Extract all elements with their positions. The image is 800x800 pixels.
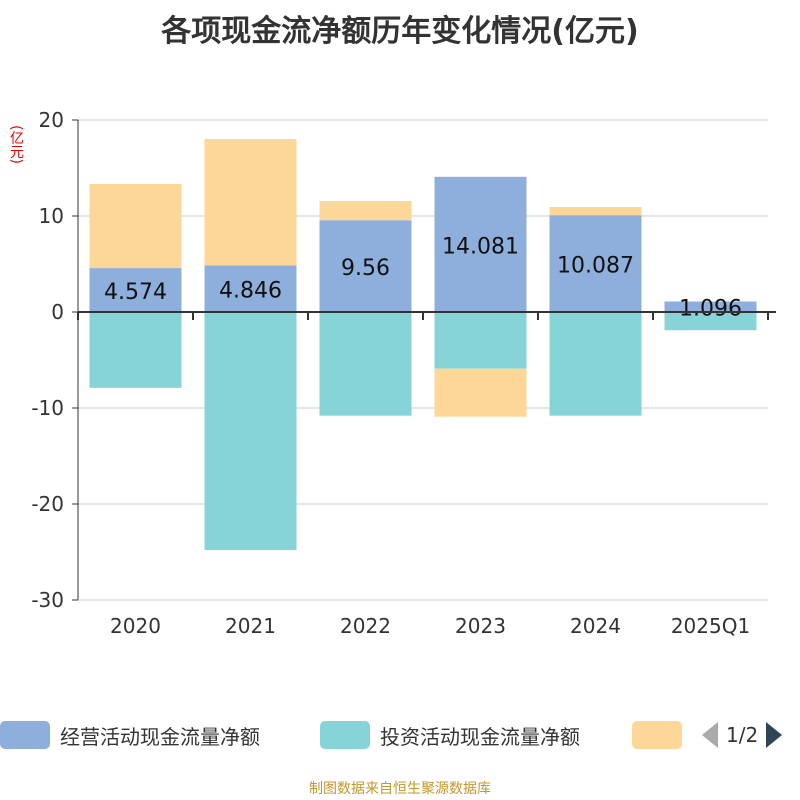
legend-swatch [0,721,50,749]
y-tick-label: 0 [51,300,64,324]
y-axis-unit: (亿元) [8,125,24,164]
data-label: 10.087 [557,254,634,279]
data-label: 4.846 [219,279,282,304]
bar-segment[interactable] [434,312,527,369]
data-label: 9.56 [341,256,390,281]
bar-segment[interactable] [549,215,642,312]
bar-segment[interactable] [319,220,412,312]
legend-swatch [632,721,682,749]
y-tick-label: -30 [31,588,64,612]
legend-pager: 1/2 [700,718,784,752]
y-tick-label: 10 [39,204,64,228]
data-label: 1.096 [679,297,742,322]
legend-item-investing[interactable]: 投资活动现金流量净额 [320,718,580,752]
bar-segment[interactable] [204,312,297,551]
legend-page-indicator: 1/2 [726,723,759,747]
x-tick-label: 2020 [110,614,161,638]
y-tick-label: 20 [39,108,64,132]
bar-segment[interactable] [89,183,182,269]
y-tick-label: -10 [31,396,64,420]
data-label: 14.081 [442,234,519,259]
x-tick-label: 2025Q1 [671,614,750,638]
prev-page-icon[interactable] [700,720,720,750]
bar-segment[interactable] [664,312,757,331]
bar-segment[interactable] [89,268,182,312]
legend-swatch [320,721,370,749]
chart-title: 各项现金流净额历年变化情况(亿元) [161,14,639,49]
x-tick-label: 2022 [340,614,391,638]
legend-item-financing[interactable] [632,718,692,752]
bar-segment[interactable] [89,312,182,388]
bar-segment[interactable] [204,138,297,266]
bar-segment[interactable] [434,176,527,312]
legend-item-operating[interactable]: 经营活动现金流量净额 [0,718,260,752]
next-page-icon[interactable] [764,720,784,750]
bar-segment[interactable] [434,368,527,417]
x-tick-label: 2021 [225,614,276,638]
data-source: 制图数据来自恒生聚源数据库 [309,781,491,797]
x-tick-label: 2024 [570,614,621,638]
x-tick-label: 2023 [455,614,506,638]
legend-label: 经营活动现金流量净额 [60,724,260,749]
bar-segment[interactable] [204,265,297,312]
bar-segment[interactable] [664,301,757,312]
bar-segment[interactable] [319,312,412,416]
y-tick-label: -20 [31,492,64,516]
legend-label: 投资活动现金流量净额 [380,724,580,749]
bar-segment[interactable] [549,207,642,216]
bar-segment[interactable] [319,201,412,221]
data-label: 4.574 [104,280,167,305]
chart-plot: 20 10 0 -10 -20 -30 4.574 2020 4.846 2021 9.56 2022… [31,108,776,638]
bar-segment[interactable] [549,312,642,416]
